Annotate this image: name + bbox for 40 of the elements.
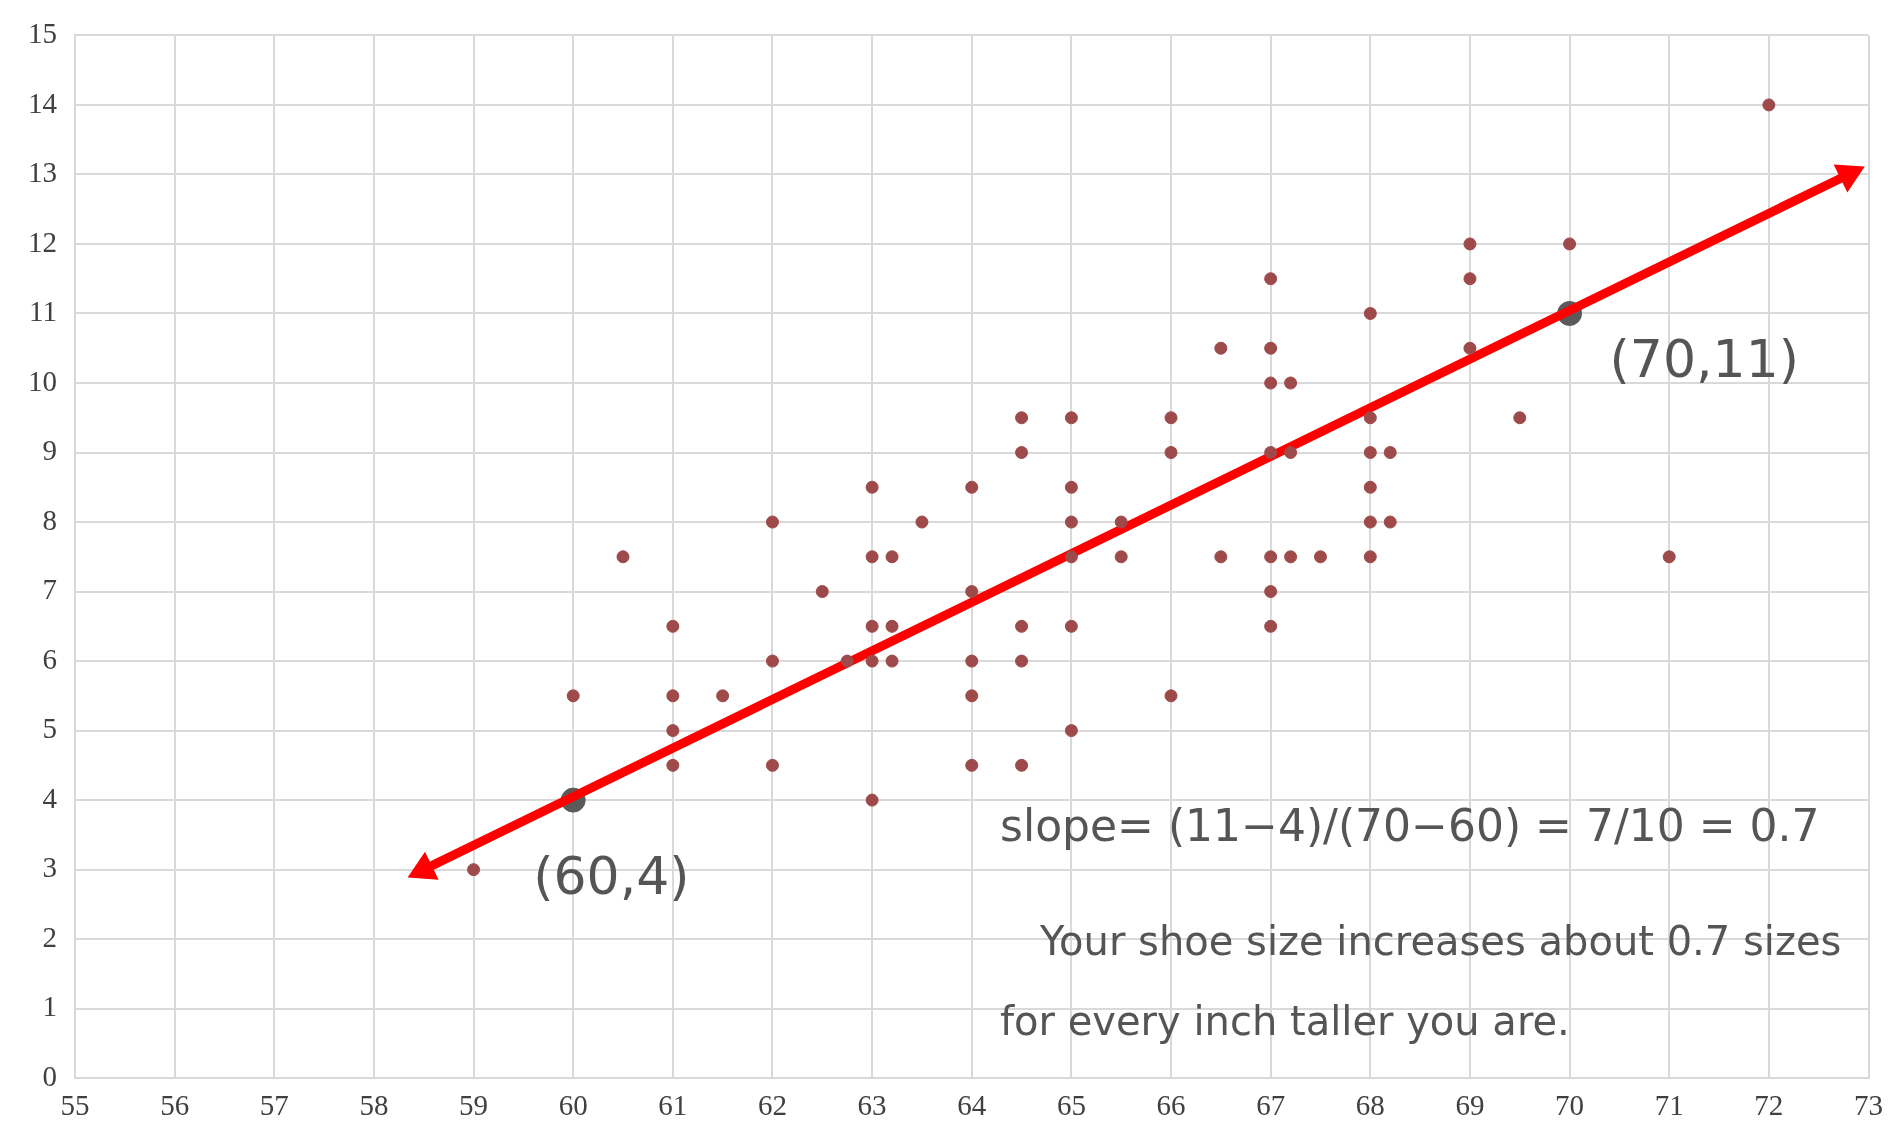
y-tick-label: 2 [42,920,57,953]
x-tick-label: 59 [459,1089,489,1122]
y-tick-label: 13 [28,156,57,189]
annotation: slope= (11−4)/(70−60) = 7/10 = 0.7 [1000,800,1820,852]
x-tick-label: 64 [957,1089,987,1122]
y-tick-label: 3 [42,851,57,884]
x-tick-label: 70 [1555,1089,1585,1122]
annotation: Your shoe size increases about 0.7 sizes [1039,918,1842,965]
x-tick-label: 60 [558,1089,588,1122]
x-tick-label: 56 [160,1089,190,1122]
x-tick-label: 71 [1654,1089,1684,1122]
annotation: (70,11) [1609,329,1800,389]
x-tick-label: 57 [259,1089,289,1122]
y-tick-label: 14 [28,86,58,119]
y-tick-label: 8 [42,503,57,536]
y-tick-label: 0 [42,1059,57,1092]
x-tick-label: 66 [1156,1089,1186,1122]
x-tick-label: 55 [60,1089,90,1122]
y-tick-label: 11 [29,295,57,328]
x-tick-label: 62 [757,1089,787,1122]
y-tick-label: 5 [42,712,57,745]
annotation: (60,4) [533,845,690,906]
x-tick-label: 72 [1754,1089,1784,1122]
y-tick-label: 4 [42,781,58,814]
y-tick-label: 12 [28,225,57,258]
x-tick-label: 63 [857,1089,887,1122]
x-tick-label: 69 [1455,1089,1485,1122]
y-tick-label: 1 [42,990,57,1023]
annotation: for every inch taller you are. [1000,998,1570,1045]
x-tick-label: 65 [1056,1089,1086,1122]
y-tick-label: 6 [42,642,57,675]
x-tick-label: 61 [658,1089,688,1122]
x-tick-label: 73 [1854,1089,1883,1122]
y-tick-label: 7 [42,573,57,606]
x-tick-label: 68 [1355,1089,1385,1122]
y-tick-label: 10 [28,364,57,397]
y-tick-label: 9 [42,434,57,467]
x-tick-label: 58 [359,1089,389,1122]
y-tick-label: 15 [28,17,57,50]
x-tick-label: 67 [1256,1089,1286,1122]
